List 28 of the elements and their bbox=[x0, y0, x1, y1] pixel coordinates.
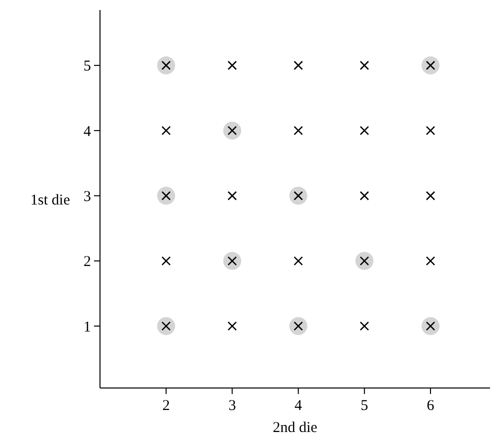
point bbox=[228, 60, 237, 70]
x-tick-label: 6 bbox=[426, 398, 435, 414]
point bbox=[360, 60, 370, 70]
x-tick-label: 4 bbox=[294, 398, 303, 414]
point bbox=[161, 126, 171, 136]
point bbox=[360, 126, 370, 136]
point bbox=[426, 191, 436, 200]
point bbox=[161, 256, 171, 266]
x-axis-title: 2nd die bbox=[272, 420, 318, 436]
point bbox=[360, 191, 370, 200]
point bbox=[289, 186, 308, 205]
y-tick-label: 3 bbox=[84, 188, 91, 205]
point bbox=[228, 321, 237, 331]
point bbox=[360, 321, 370, 331]
y-axis-title: 1st die bbox=[30, 192, 70, 208]
point bbox=[294, 256, 303, 266]
y-tick-label: 1 bbox=[84, 319, 91, 336]
y-tick-label: 5 bbox=[84, 58, 91, 75]
point bbox=[426, 256, 436, 266]
point bbox=[294, 60, 303, 70]
x-tick-label: 2 bbox=[162, 398, 170, 414]
point bbox=[228, 191, 237, 200]
x-tick-label: 3 bbox=[228, 398, 236, 414]
point bbox=[426, 126, 436, 136]
x-tick-label: 5 bbox=[360, 398, 368, 414]
y-tick-label: 2 bbox=[84, 254, 91, 270]
y-tick-label: 4 bbox=[84, 124, 92, 140]
point bbox=[294, 126, 303, 136]
